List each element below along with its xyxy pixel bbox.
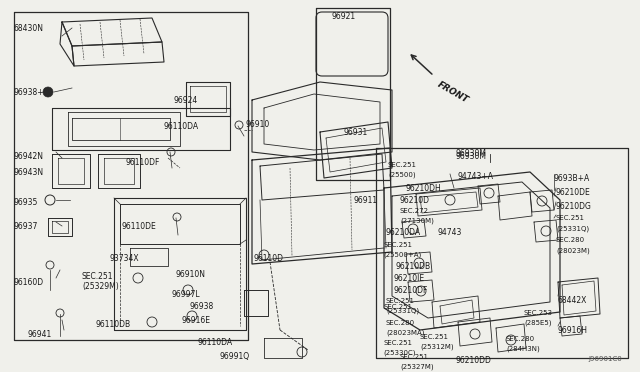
Text: 93734X: 93734X bbox=[110, 254, 140, 263]
Text: 68442X: 68442X bbox=[558, 296, 588, 305]
Text: SEC.251: SEC.251 bbox=[388, 162, 417, 168]
Text: (25330C): (25330C) bbox=[383, 350, 415, 356]
Text: SEC.280: SEC.280 bbox=[506, 336, 535, 342]
Text: 96110DA: 96110DA bbox=[198, 338, 233, 347]
Text: 96210IE: 96210IE bbox=[394, 274, 425, 283]
Text: 96991Q: 96991Q bbox=[220, 352, 250, 361]
Text: 96930M: 96930M bbox=[456, 152, 487, 161]
Text: 96935: 96935 bbox=[14, 198, 38, 207]
Text: 96916E: 96916E bbox=[182, 316, 211, 325]
Text: SEC.280: SEC.280 bbox=[386, 320, 415, 326]
Text: SEC.251: SEC.251 bbox=[383, 340, 412, 346]
Text: (27130M): (27130M) bbox=[400, 218, 434, 224]
Text: 96110DF: 96110DF bbox=[126, 158, 161, 167]
Text: FRONT: FRONT bbox=[436, 80, 470, 105]
Text: 96931: 96931 bbox=[344, 128, 368, 137]
Text: 96210DH: 96210DH bbox=[406, 184, 442, 193]
Text: (25331Q): (25331Q) bbox=[556, 225, 589, 231]
Text: 96941: 96941 bbox=[28, 330, 52, 339]
Text: 96210DE: 96210DE bbox=[556, 188, 591, 197]
Text: 96911: 96911 bbox=[354, 196, 378, 205]
Text: 96210D: 96210D bbox=[400, 196, 430, 205]
Text: SEC.251: SEC.251 bbox=[556, 215, 585, 221]
Text: (25312M): (25312M) bbox=[420, 344, 454, 350]
Text: 96910: 96910 bbox=[246, 120, 270, 129]
Text: SEC.251: SEC.251 bbox=[383, 304, 412, 310]
Text: J96901C0: J96901C0 bbox=[588, 356, 622, 362]
Text: (25500+A): (25500+A) bbox=[383, 252, 421, 259]
Text: (28023M): (28023M) bbox=[556, 247, 589, 253]
Text: SEC.251: SEC.251 bbox=[420, 334, 449, 340]
Text: 96210DF: 96210DF bbox=[394, 286, 428, 295]
Text: 96942N: 96942N bbox=[14, 152, 44, 161]
Text: 96938: 96938 bbox=[190, 302, 214, 311]
Text: 96110DE: 96110DE bbox=[122, 222, 157, 231]
Text: SEC.251: SEC.251 bbox=[400, 354, 429, 360]
Text: 96910N: 96910N bbox=[175, 270, 205, 279]
Text: 9693B+A: 9693B+A bbox=[554, 174, 590, 183]
Text: (285E5): (285E5) bbox=[524, 320, 552, 327]
Text: 94743: 94743 bbox=[438, 228, 462, 237]
Text: 96938+B: 96938+B bbox=[14, 88, 50, 97]
Text: 96210DB: 96210DB bbox=[396, 262, 431, 271]
Text: 94743+A: 94743+A bbox=[458, 172, 494, 181]
Text: SEC.272: SEC.272 bbox=[400, 208, 429, 214]
Text: SEC.251: SEC.251 bbox=[82, 272, 113, 281]
Text: 96210DA: 96210DA bbox=[385, 228, 420, 237]
Text: SEC.280: SEC.280 bbox=[556, 237, 585, 243]
Text: 96160D: 96160D bbox=[14, 278, 44, 287]
Text: (25327M): (25327M) bbox=[400, 364, 434, 371]
Text: 96210DD: 96210DD bbox=[456, 356, 492, 365]
Text: 96110DA: 96110DA bbox=[164, 122, 199, 131]
Text: SEC.253: SEC.253 bbox=[524, 310, 553, 316]
Text: SEC.251: SEC.251 bbox=[386, 298, 415, 304]
Text: 96937: 96937 bbox=[14, 222, 38, 231]
Text: 96110DB: 96110DB bbox=[96, 320, 131, 329]
Text: (25500): (25500) bbox=[388, 172, 415, 179]
Text: 96110D: 96110D bbox=[254, 254, 284, 263]
Text: 96916H: 96916H bbox=[558, 326, 588, 335]
Text: 96930M: 96930M bbox=[456, 149, 487, 158]
Text: 96924: 96924 bbox=[174, 96, 198, 105]
Text: 96210DG: 96210DG bbox=[556, 202, 592, 211]
Text: 96921: 96921 bbox=[332, 12, 356, 21]
Text: (25329M): (25329M) bbox=[82, 282, 119, 291]
Text: (284H3N): (284H3N) bbox=[506, 346, 540, 353]
Text: SEC.251: SEC.251 bbox=[383, 242, 412, 248]
Text: 96997L: 96997L bbox=[172, 290, 200, 299]
Text: 68430N: 68430N bbox=[14, 24, 44, 33]
Text: (25331Q): (25331Q) bbox=[386, 308, 419, 314]
Text: (28023MA): (28023MA) bbox=[386, 330, 424, 337]
Circle shape bbox=[43, 87, 53, 97]
Text: 96943N: 96943N bbox=[14, 168, 44, 177]
